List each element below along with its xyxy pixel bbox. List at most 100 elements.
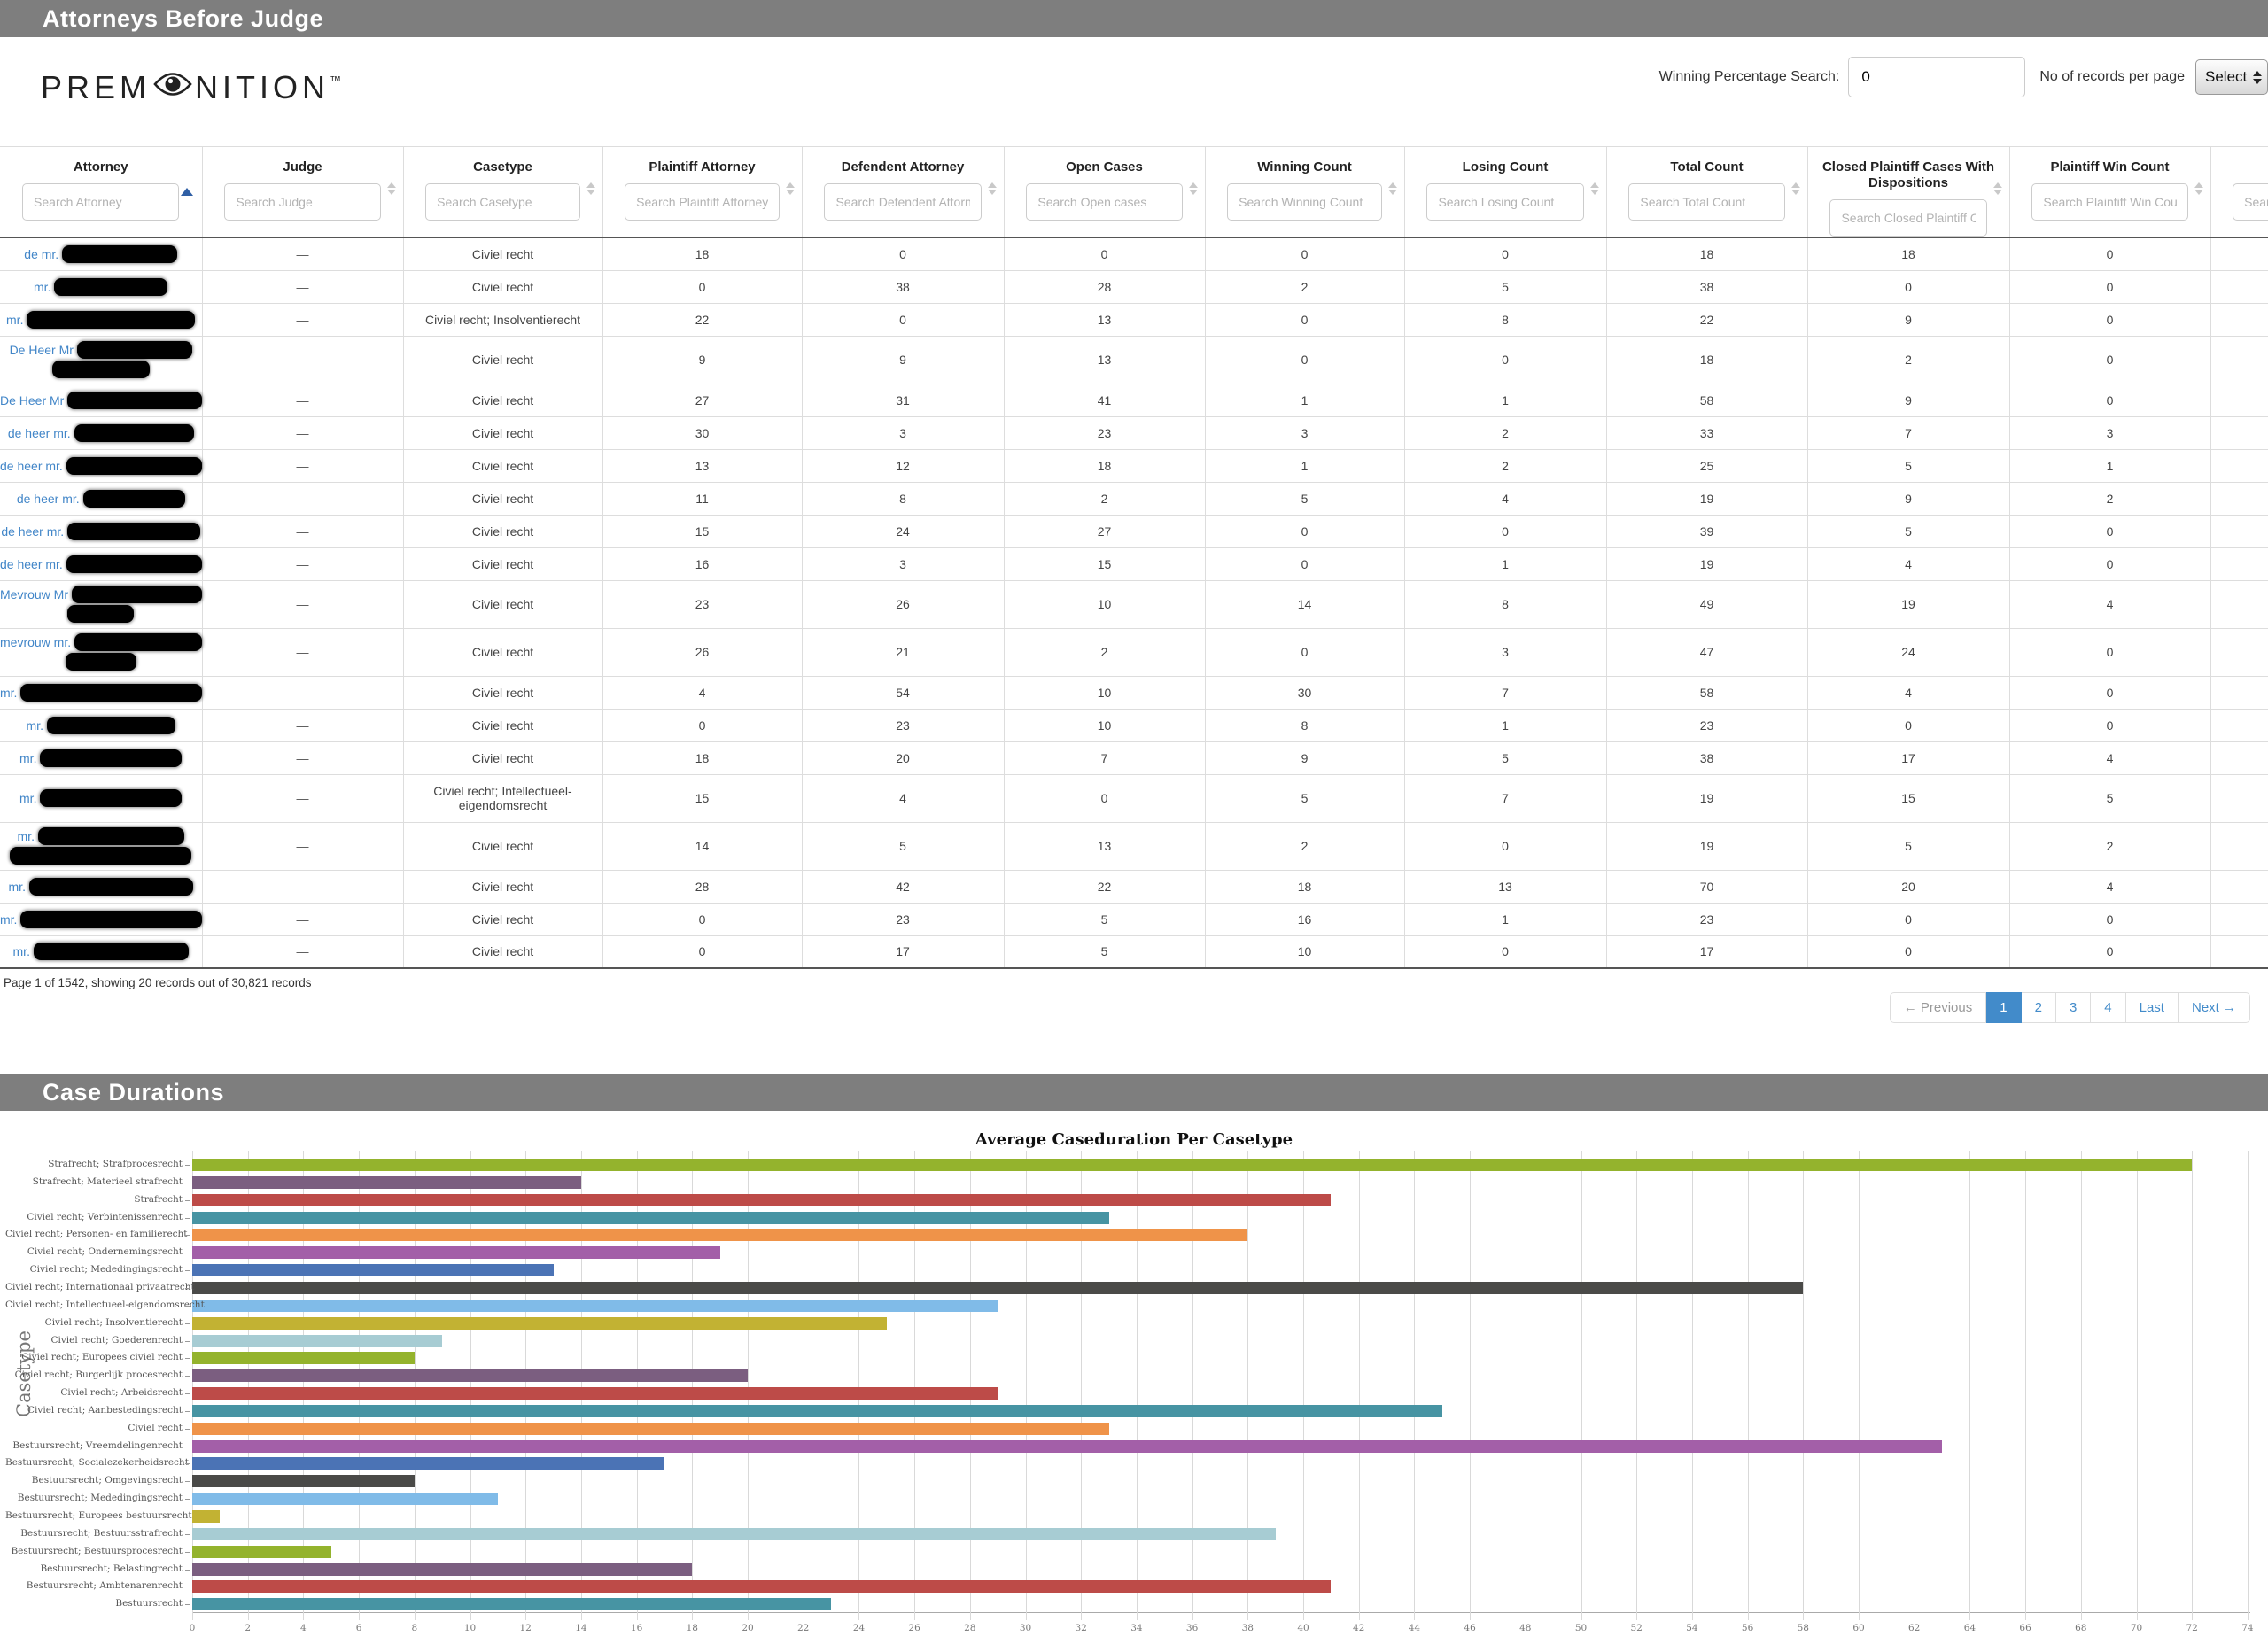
attorney-link[interactable]: mr. xyxy=(0,716,202,734)
value-cell-open-cases: 10 xyxy=(1004,709,1206,742)
attorney-link[interactable]: de heer mr. xyxy=(0,456,202,475)
next-page-button[interactable]: Next → xyxy=(2178,992,2250,1023)
value-cell-total-count: 58 xyxy=(1606,676,1808,710)
table-row: mr. — Civiel recht 14 5 13 2 0 19 5 2 xyxy=(0,822,2268,871)
partial-cell xyxy=(2210,515,2268,548)
chart-bar xyxy=(192,1475,415,1488)
attorney-link-line2[interactable] xyxy=(0,361,202,378)
attorney-link[interactable]: mr. xyxy=(0,943,202,961)
attorney-link[interactable]: mr. xyxy=(0,277,202,296)
sort-icon[interactable] xyxy=(1188,182,1198,195)
value-cell-plaintiff-win-count: 2 xyxy=(2009,482,2211,516)
search-losing-count-input[interactable] xyxy=(1426,183,1584,221)
sort-icon[interactable] xyxy=(2194,182,2203,195)
column-title-closed-plaintiff: Closed Plaintiff Cases With Dispositions xyxy=(1821,159,1995,190)
attorney-link-line2[interactable] xyxy=(0,847,202,865)
attorney-link[interactable]: mr. xyxy=(0,310,202,329)
x-tick-label: 28 xyxy=(964,1623,976,1633)
search-partial-input[interactable] xyxy=(2233,183,2268,221)
page-button-4[interactable]: 4 xyxy=(2091,992,2126,1023)
redacted-name xyxy=(54,277,168,296)
search-plaintiff-attorney-input[interactable] xyxy=(625,183,780,221)
sort-icon[interactable] xyxy=(785,182,795,195)
triangle-down-icon xyxy=(1589,190,1599,195)
search-defendent-attorney-input[interactable] xyxy=(824,183,982,221)
sort-ascending-icon[interactable] xyxy=(180,188,193,196)
value-cell-defendent-attorney: 8 xyxy=(802,482,1005,516)
judge-cell: — xyxy=(202,870,404,904)
value-cell-total-count: 70 xyxy=(1606,870,1808,904)
column-header-plaintiff-win-count: Plaintiff Win Count xyxy=(2009,147,2211,238)
sort-icon[interactable] xyxy=(1589,182,1599,195)
chart-gridline xyxy=(1192,1151,1193,1620)
attorney-cell: Mevrouw Mr xyxy=(0,580,203,629)
winning-percentage-input[interactable] xyxy=(1848,57,2026,97)
records-per-page-select[interactable]: Select xyxy=(2195,59,2268,95)
sort-icon[interactable] xyxy=(1790,182,1800,195)
y-tick-mark xyxy=(185,1410,190,1412)
value-cell-closed-plaintiff: 9 xyxy=(1807,482,2010,516)
search-total-count-input[interactable] xyxy=(1628,183,1785,221)
sort-icon[interactable] xyxy=(1387,182,1397,195)
attorney-link[interactable]: mr. xyxy=(0,683,202,702)
partial-cell xyxy=(2210,303,2268,337)
attorney-link[interactable]: mr. xyxy=(0,789,202,807)
page-button-3[interactable]: 3 xyxy=(2055,992,2092,1023)
value-cell-plaintiff-attorney: 4 xyxy=(602,676,803,710)
x-tick-label: 48 xyxy=(1519,1623,1532,1633)
value-cell-winning-count: 30 xyxy=(1205,676,1405,710)
y-tick-mark xyxy=(185,1305,190,1307)
search-attorney-input[interactable] xyxy=(22,183,180,221)
search-plaintiff-win-count-input[interactable] xyxy=(2031,183,2188,221)
search-winning-count-input[interactable] xyxy=(1227,183,1382,221)
search-open-cases-input[interactable] xyxy=(1026,183,1183,221)
attorney-link-line2[interactable] xyxy=(0,653,202,671)
y-tick-mark xyxy=(185,1358,190,1360)
attorney-link[interactable]: de mr. xyxy=(0,244,202,263)
previous-page-button[interactable]: ← Previous xyxy=(1889,992,1987,1023)
attorney-link-line2[interactable] xyxy=(0,605,202,623)
attorney-link[interactable]: de heer mr. xyxy=(0,555,202,573)
page-button-active[interactable]: 1 xyxy=(1986,992,2022,1023)
value-cell-open-cases: 5 xyxy=(1004,935,1206,969)
chart-bar xyxy=(192,1563,693,1576)
value-cell-plaintiff-attorney: 9 xyxy=(602,336,803,384)
last-page-button[interactable]: Last xyxy=(2125,992,2179,1023)
sort-icon[interactable] xyxy=(987,182,997,195)
attorney-link[interactable]: mr. xyxy=(0,910,202,928)
partial-cell xyxy=(2210,270,2268,304)
partial-cell xyxy=(2210,676,2268,710)
search-casetype-input[interactable] xyxy=(425,183,580,221)
sort-icon[interactable] xyxy=(1992,182,2002,195)
partial-cell xyxy=(2210,903,2268,936)
judge-cell: — xyxy=(202,547,404,581)
sort-icon[interactable] xyxy=(386,182,396,195)
column-header-judge: Judge xyxy=(202,147,404,238)
attorney-link[interactable]: de heer mr. xyxy=(0,423,202,442)
attorney-link[interactable]: mr. xyxy=(0,749,202,767)
search-judge-input[interactable] xyxy=(224,183,381,221)
value-cell-total-count: 47 xyxy=(1606,628,1808,677)
casetype-cell: Civiel recht xyxy=(403,935,603,969)
value-cell-total-count: 23 xyxy=(1606,709,1808,742)
chart-gridline xyxy=(2247,1151,2249,1620)
attorney-link[interactable]: mr. xyxy=(0,877,202,896)
search-closed-plaintiff-input[interactable] xyxy=(1829,199,1987,237)
judge-dash: — xyxy=(296,791,309,805)
table-row: mr. — Civiel recht; Intellectueel-eigendom… xyxy=(0,774,2268,823)
value-cell-open-cases: 28 xyxy=(1004,270,1206,304)
attorney-link[interactable]: De Heer Mr xyxy=(0,391,202,409)
chart-gridline xyxy=(1636,1151,1638,1620)
value-cell-closed-plaintiff: 9 xyxy=(1807,384,2010,417)
value-cell-defendent-attorney: 0 xyxy=(802,237,1005,271)
value-cell-plaintiff-attorney: 0 xyxy=(602,903,803,936)
sort-icon[interactable] xyxy=(586,182,595,195)
attorney-link[interactable]: mr. xyxy=(0,827,202,845)
attorney-link[interactable]: de heer mr. xyxy=(0,522,202,540)
attorney-link[interactable]: De Heer Mr xyxy=(0,341,202,359)
page-button-2[interactable]: 2 xyxy=(2021,992,2056,1023)
attorney-link[interactable]: de heer mr. xyxy=(0,489,202,508)
chart-gridline xyxy=(1803,1151,1805,1620)
attorney-link[interactable]: Mevrouw Mr xyxy=(0,586,202,603)
attorney-link[interactable]: mevrouw mr. xyxy=(0,633,202,651)
